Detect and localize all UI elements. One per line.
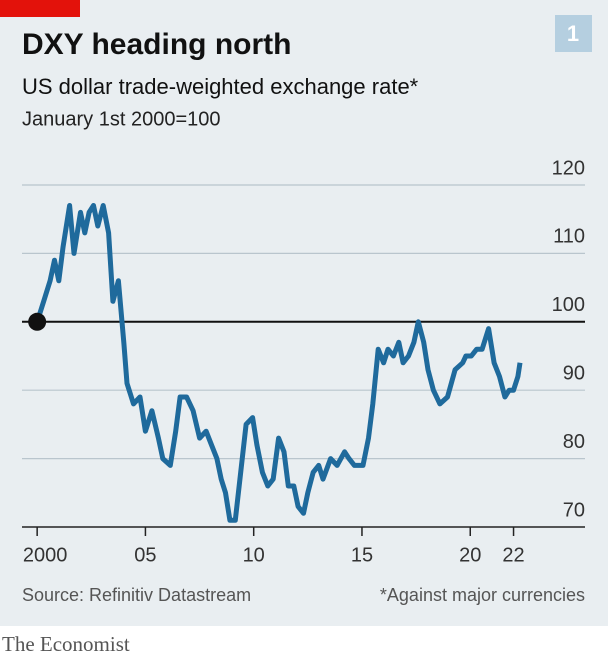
- x-tick-label: 22: [502, 544, 524, 566]
- chart-subtitle: US dollar trade-weighted exchange rate*: [22, 74, 419, 99]
- y-tick-label: 80: [563, 431, 585, 453]
- badge: [555, 15, 592, 52]
- x-tick-label: 20: [459, 544, 481, 566]
- y-tick-label: 110: [553, 226, 585, 248]
- chart-number: 1: [567, 21, 579, 46]
- x-tick-label: 05: [134, 544, 156, 566]
- data-line: [34, 203, 523, 523]
- unit-note: January 1st 2000=100: [22, 108, 221, 130]
- footnote: *Against major currencies: [380, 585, 585, 605]
- start-dot: [28, 312, 47, 331]
- y-tick-label: 90: [563, 362, 585, 384]
- y-tick-label: 120: [552, 157, 585, 179]
- brand: The Economist: [2, 632, 130, 656]
- chart-title: DXY heading north: [22, 28, 291, 61]
- source: Source: Refinitiv Datastream: [22, 585, 251, 605]
- x-tick-label: 15: [351, 544, 373, 566]
- red-tag: [0, 0, 80, 17]
- y-tick-label: 100: [552, 294, 585, 316]
- y-tick-label: 70: [563, 499, 585, 521]
- x-tick-label: 10: [243, 544, 265, 566]
- x-tick-label: 2000: [23, 544, 68, 566]
- chart-background: [0, 0, 608, 626]
